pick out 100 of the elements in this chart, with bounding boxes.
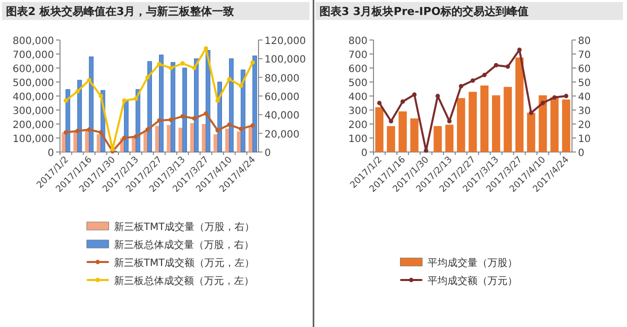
point: [494, 63, 498, 68]
point: [64, 130, 68, 135]
bar: [88, 56, 94, 152]
bar: [155, 126, 160, 152]
y2-tick-label: 80,000: [264, 73, 300, 84]
y2-tick-label: 40,000: [264, 110, 300, 122]
y-tick-label: 200: [348, 120, 368, 131]
bar: [190, 123, 194, 152]
y2-tick-label: 0: [264, 148, 271, 159]
bar: [445, 124, 454, 152]
y2-tick-label: 20,000: [264, 129, 300, 140]
bar: [147, 61, 152, 152]
bar: [434, 126, 442, 152]
point: [552, 95, 557, 100]
point: [564, 94, 568, 98]
point: [122, 98, 126, 103]
point: [168, 66, 174, 70]
point: [98, 130, 104, 135]
point: [506, 64, 510, 69]
point: [250, 123, 255, 128]
point: [388, 119, 394, 124]
point: [157, 62, 162, 66]
point: [134, 96, 138, 101]
bar: [410, 118, 418, 152]
y2-tick-label: 30: [578, 106, 591, 117]
point: [412, 92, 417, 97]
bar: [170, 62, 176, 152]
y2-tick-label: 60: [578, 64, 591, 75]
y-tick-label: 500: [348, 78, 368, 89]
bar: [248, 126, 253, 152]
point: [227, 77, 232, 82]
y-tick-label: 500,000: [12, 78, 54, 89]
point: [215, 128, 220, 132]
y2-tick-label: 0: [578, 148, 584, 159]
bar: [178, 128, 183, 152]
point: [145, 75, 150, 80]
y2-tick-label: 70: [578, 50, 591, 61]
point: [86, 78, 92, 82]
y2-tick-label: 100,000: [264, 54, 306, 66]
bar: [527, 112, 536, 152]
y-tick-label: 700,000: [12, 50, 54, 61]
legend-label: 平均成交额（万元）: [427, 275, 518, 287]
point: [64, 98, 68, 103]
y-tick-label: 400: [348, 92, 368, 103]
point: [447, 119, 452, 124]
point: [436, 94, 440, 98]
y-tick-label: 700: [348, 50, 368, 61]
point: [227, 122, 232, 127]
point: [145, 127, 150, 132]
point: [250, 60, 255, 65]
point: [424, 148, 428, 153]
bar: [214, 134, 218, 152]
y-tick-label: 100: [348, 134, 368, 145]
y-tick-label: 200,000: [12, 120, 54, 131]
bar: [375, 107, 384, 152]
point: [75, 128, 80, 134]
bar: [504, 86, 512, 152]
point: [168, 118, 174, 122]
chart-title: 图表2 板块交易峰值在3月，与新三板整体一致: [6, 5, 234, 18]
point: [238, 126, 244, 132]
bar: [77, 80, 82, 152]
point: [192, 66, 196, 70]
y-tick-label: 600,000: [12, 64, 54, 75]
bar: [492, 95, 500, 152]
point: [238, 84, 244, 88]
y-tick-label: 300: [348, 106, 368, 117]
point: [134, 134, 138, 139]
y-tick-label: 100,000: [12, 134, 54, 145]
legend-label: 平均成交量（万股）: [427, 257, 518, 269]
y-tick-label: 300,000: [12, 106, 54, 117]
bar: [456, 98, 466, 152]
point: [157, 118, 162, 123]
chart-title: 图表3 3月板块Pre-IPO标的交易达到峰值: [320, 5, 529, 18]
bar: [538, 95, 547, 152]
point: [192, 116, 196, 121]
y2-tick-label: 40: [578, 92, 591, 103]
point: [400, 99, 405, 104]
point: [517, 48, 522, 52]
y-tick-label: 800,000: [12, 36, 54, 47]
point: [482, 72, 487, 78]
point: [528, 110, 534, 115]
bar: [225, 128, 230, 152]
point: [180, 114, 185, 118]
point: [180, 61, 185, 66]
point: [75, 89, 80, 94]
point: [204, 111, 208, 116]
bar: [85, 130, 90, 152]
y-tick-label: 400,000: [12, 92, 54, 103]
bar: [468, 92, 477, 152]
point: [215, 98, 220, 103]
y2-tick-label: 60,000: [264, 92, 300, 103]
bar: [182, 68, 187, 152]
y2-tick-label: 10: [578, 134, 591, 145]
legend-label: 新三板总体成交量（万股，右）: [114, 239, 254, 251]
point: [98, 94, 104, 98]
bar: [550, 97, 559, 152]
point: [204, 46, 208, 51]
bar: [398, 111, 407, 152]
y2-tick-label: 50: [578, 78, 591, 89]
y-tick-label: 600: [348, 64, 368, 75]
